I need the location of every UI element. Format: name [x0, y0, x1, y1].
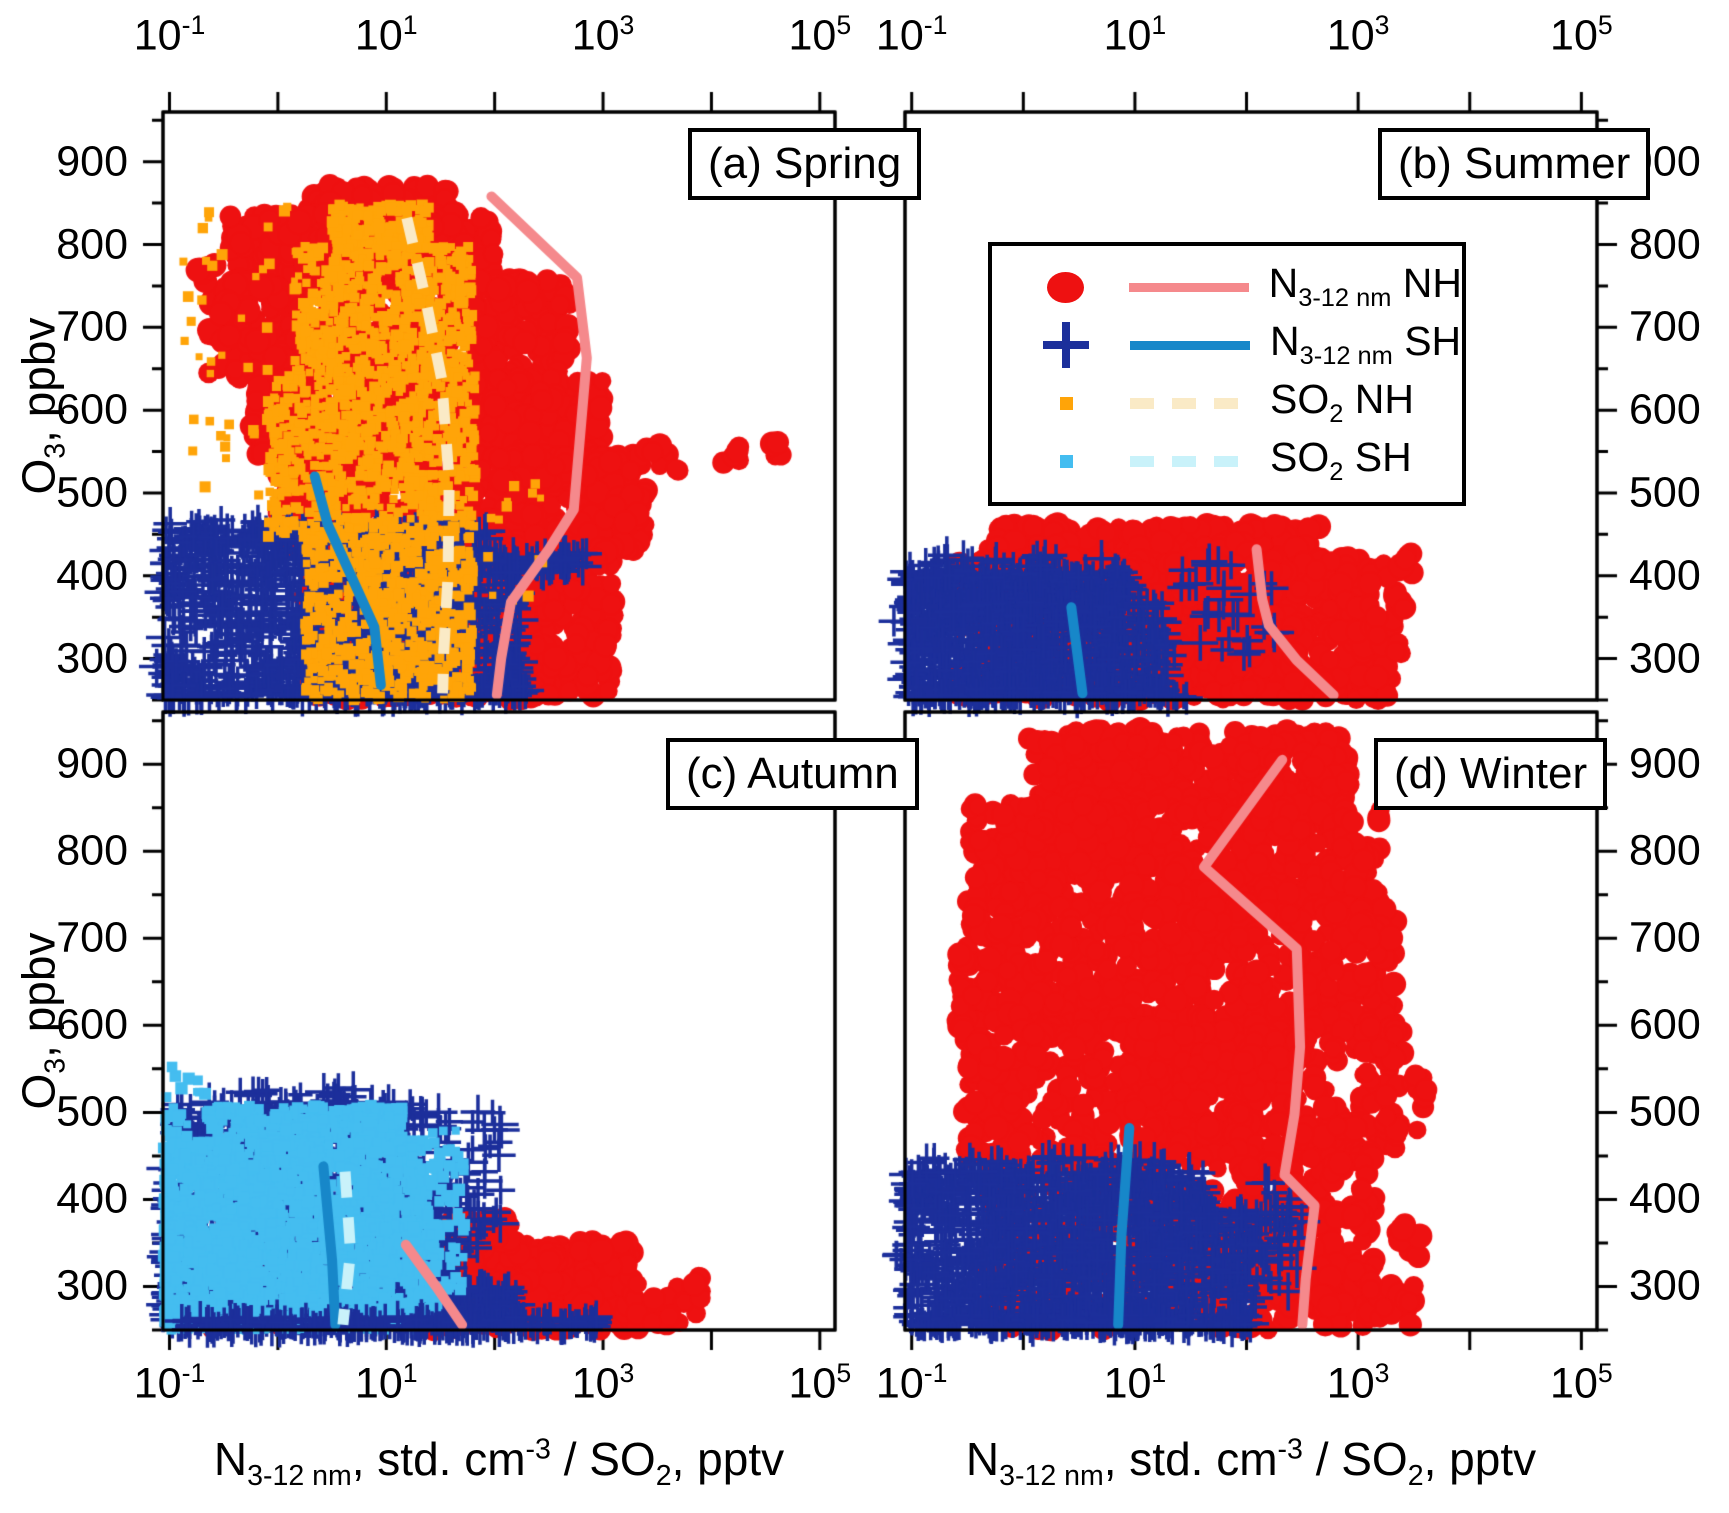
y-tick-label-400: 400 — [56, 551, 128, 600]
x-tick-label-10e1: 101 — [354, 10, 418, 60]
x-tick-label-10e-1: 10-1 — [875, 10, 948, 60]
y-tick-label-500: 500 — [56, 1087, 128, 1136]
y-tick-label-500: 500 — [1629, 1087, 1701, 1136]
x-tick-label-10e-1: 10-1 — [133, 10, 206, 60]
y-tick-label-700: 700 — [1629, 913, 1701, 962]
y-tick-label-400: 400 — [56, 1174, 128, 1223]
navy-plus-marker-icon — [1043, 322, 1089, 368]
y-tick-label-900: 900 — [56, 137, 128, 186]
y-tick-label-300: 300 — [1629, 1261, 1701, 1310]
y-tick-label-400: 400 — [1629, 551, 1701, 600]
y-tick-label-300: 300 — [56, 1261, 128, 1310]
x-tick-label-10e1: 101 — [354, 1358, 418, 1408]
legend-label-n312-sh: N3-12 nm SH — [1270, 317, 1462, 370]
x-axis-title-left-column: N3-12 nm, std. cm-3 / SO2, pptv — [213, 1433, 785, 1493]
y-tick-label-800: 800 — [56, 220, 128, 268]
legend-row-so2-nh: SO2 NH — [992, 374, 1462, 432]
y-tick-label-800: 800 — [56, 826, 128, 875]
x-tick-label-10e1: 101 — [1103, 1358, 1167, 1408]
y-axis-title-bottom-row: O3, ppbv — [12, 932, 72, 1110]
x-tick-label-10e3: 103 — [571, 1358, 635, 1408]
x-tick-label-10e3: 103 — [571, 10, 635, 60]
x-tick-label-10e5: 105 — [788, 1358, 852, 1408]
orange-square-marker-icon — [1059, 396, 1073, 410]
legend-label-n312-nh: N3-12 nm NH — [1268, 259, 1462, 312]
y-tick-label-800: 800 — [1629, 826, 1701, 875]
nh-median-line-sample — [1129, 282, 1250, 292]
x-axis-title-right-column: N3-12 nm, std. cm-3 / SO2, pptv — [965, 1433, 1537, 1493]
y-tick-label-900: 900 — [56, 739, 128, 788]
sky-square-marker-icon — [1059, 454, 1073, 468]
sh-median-line-sample — [1130, 340, 1250, 350]
y-tick-label-900: 900 — [1629, 739, 1701, 788]
y-tick-label-400: 400 — [1629, 1174, 1701, 1223]
x-tick-label-10e3: 103 — [1326, 10, 1390, 60]
x-tick-label-10e5: 105 — [1550, 1358, 1613, 1408]
x-tick-label-10e1: 101 — [1103, 10, 1167, 60]
y-tick-label-700: 700 — [56, 302, 128, 351]
legend-row-n312-sh: N3-12 nm SH — [992, 316, 1462, 374]
so2-nh-median-line-sample — [1130, 397, 1250, 409]
y-tick-label-700: 700 — [56, 913, 128, 962]
y-tick-label-600: 600 — [1629, 385, 1701, 434]
y-axis-title-top-row: O3, ppbv — [12, 317, 72, 495]
y-tick-label-300: 300 — [1629, 634, 1701, 683]
legend-row-so2-sh: SO2 SH — [992, 432, 1462, 490]
panel-c-title: (c) Autumn — [666, 738, 919, 810]
y-tick-label-500: 500 — [56, 468, 128, 517]
y-tick-label-600: 600 — [56, 385, 128, 434]
x-tick-label-10e3: 103 — [1326, 1358, 1390, 1408]
y-tick-label-600: 600 — [56, 1000, 128, 1049]
x-tick-label-10e5: 105 — [1550, 10, 1613, 60]
x-tick-label-10e-1: 10-1 — [875, 1358, 948, 1408]
x-tick-label-10e5: 105 — [788, 10, 852, 60]
x-tick-label-10e-1: 10-1 — [133, 1358, 206, 1408]
panel-a-title: (a) Spring — [688, 128, 922, 200]
legend-label-so2-sh: SO2 SH — [1270, 433, 1412, 486]
legend: N3-12 nm NH N3-12 nm SH SO2 NH SO2 SH — [988, 242, 1466, 506]
y-tick-label-500: 500 — [1629, 468, 1701, 517]
y-tick-label-700: 700 — [1629, 302, 1701, 351]
y-tick-label-800: 800 — [1629, 220, 1701, 268]
legend-row-n312-nh: N3-12 nm NH — [992, 258, 1462, 316]
y-tick-label-300: 300 — [56, 634, 128, 683]
panel-d-title: (d) Winter — [1374, 738, 1608, 810]
red-circle-marker-icon — [1047, 271, 1085, 303]
panel-b-title: (b) Summer — [1378, 128, 1651, 200]
y-tick-label-600: 600 — [1629, 1000, 1701, 1049]
legend-label-so2-nh: SO2 NH — [1270, 375, 1414, 428]
so2-sh-median-line-sample — [1130, 455, 1250, 467]
